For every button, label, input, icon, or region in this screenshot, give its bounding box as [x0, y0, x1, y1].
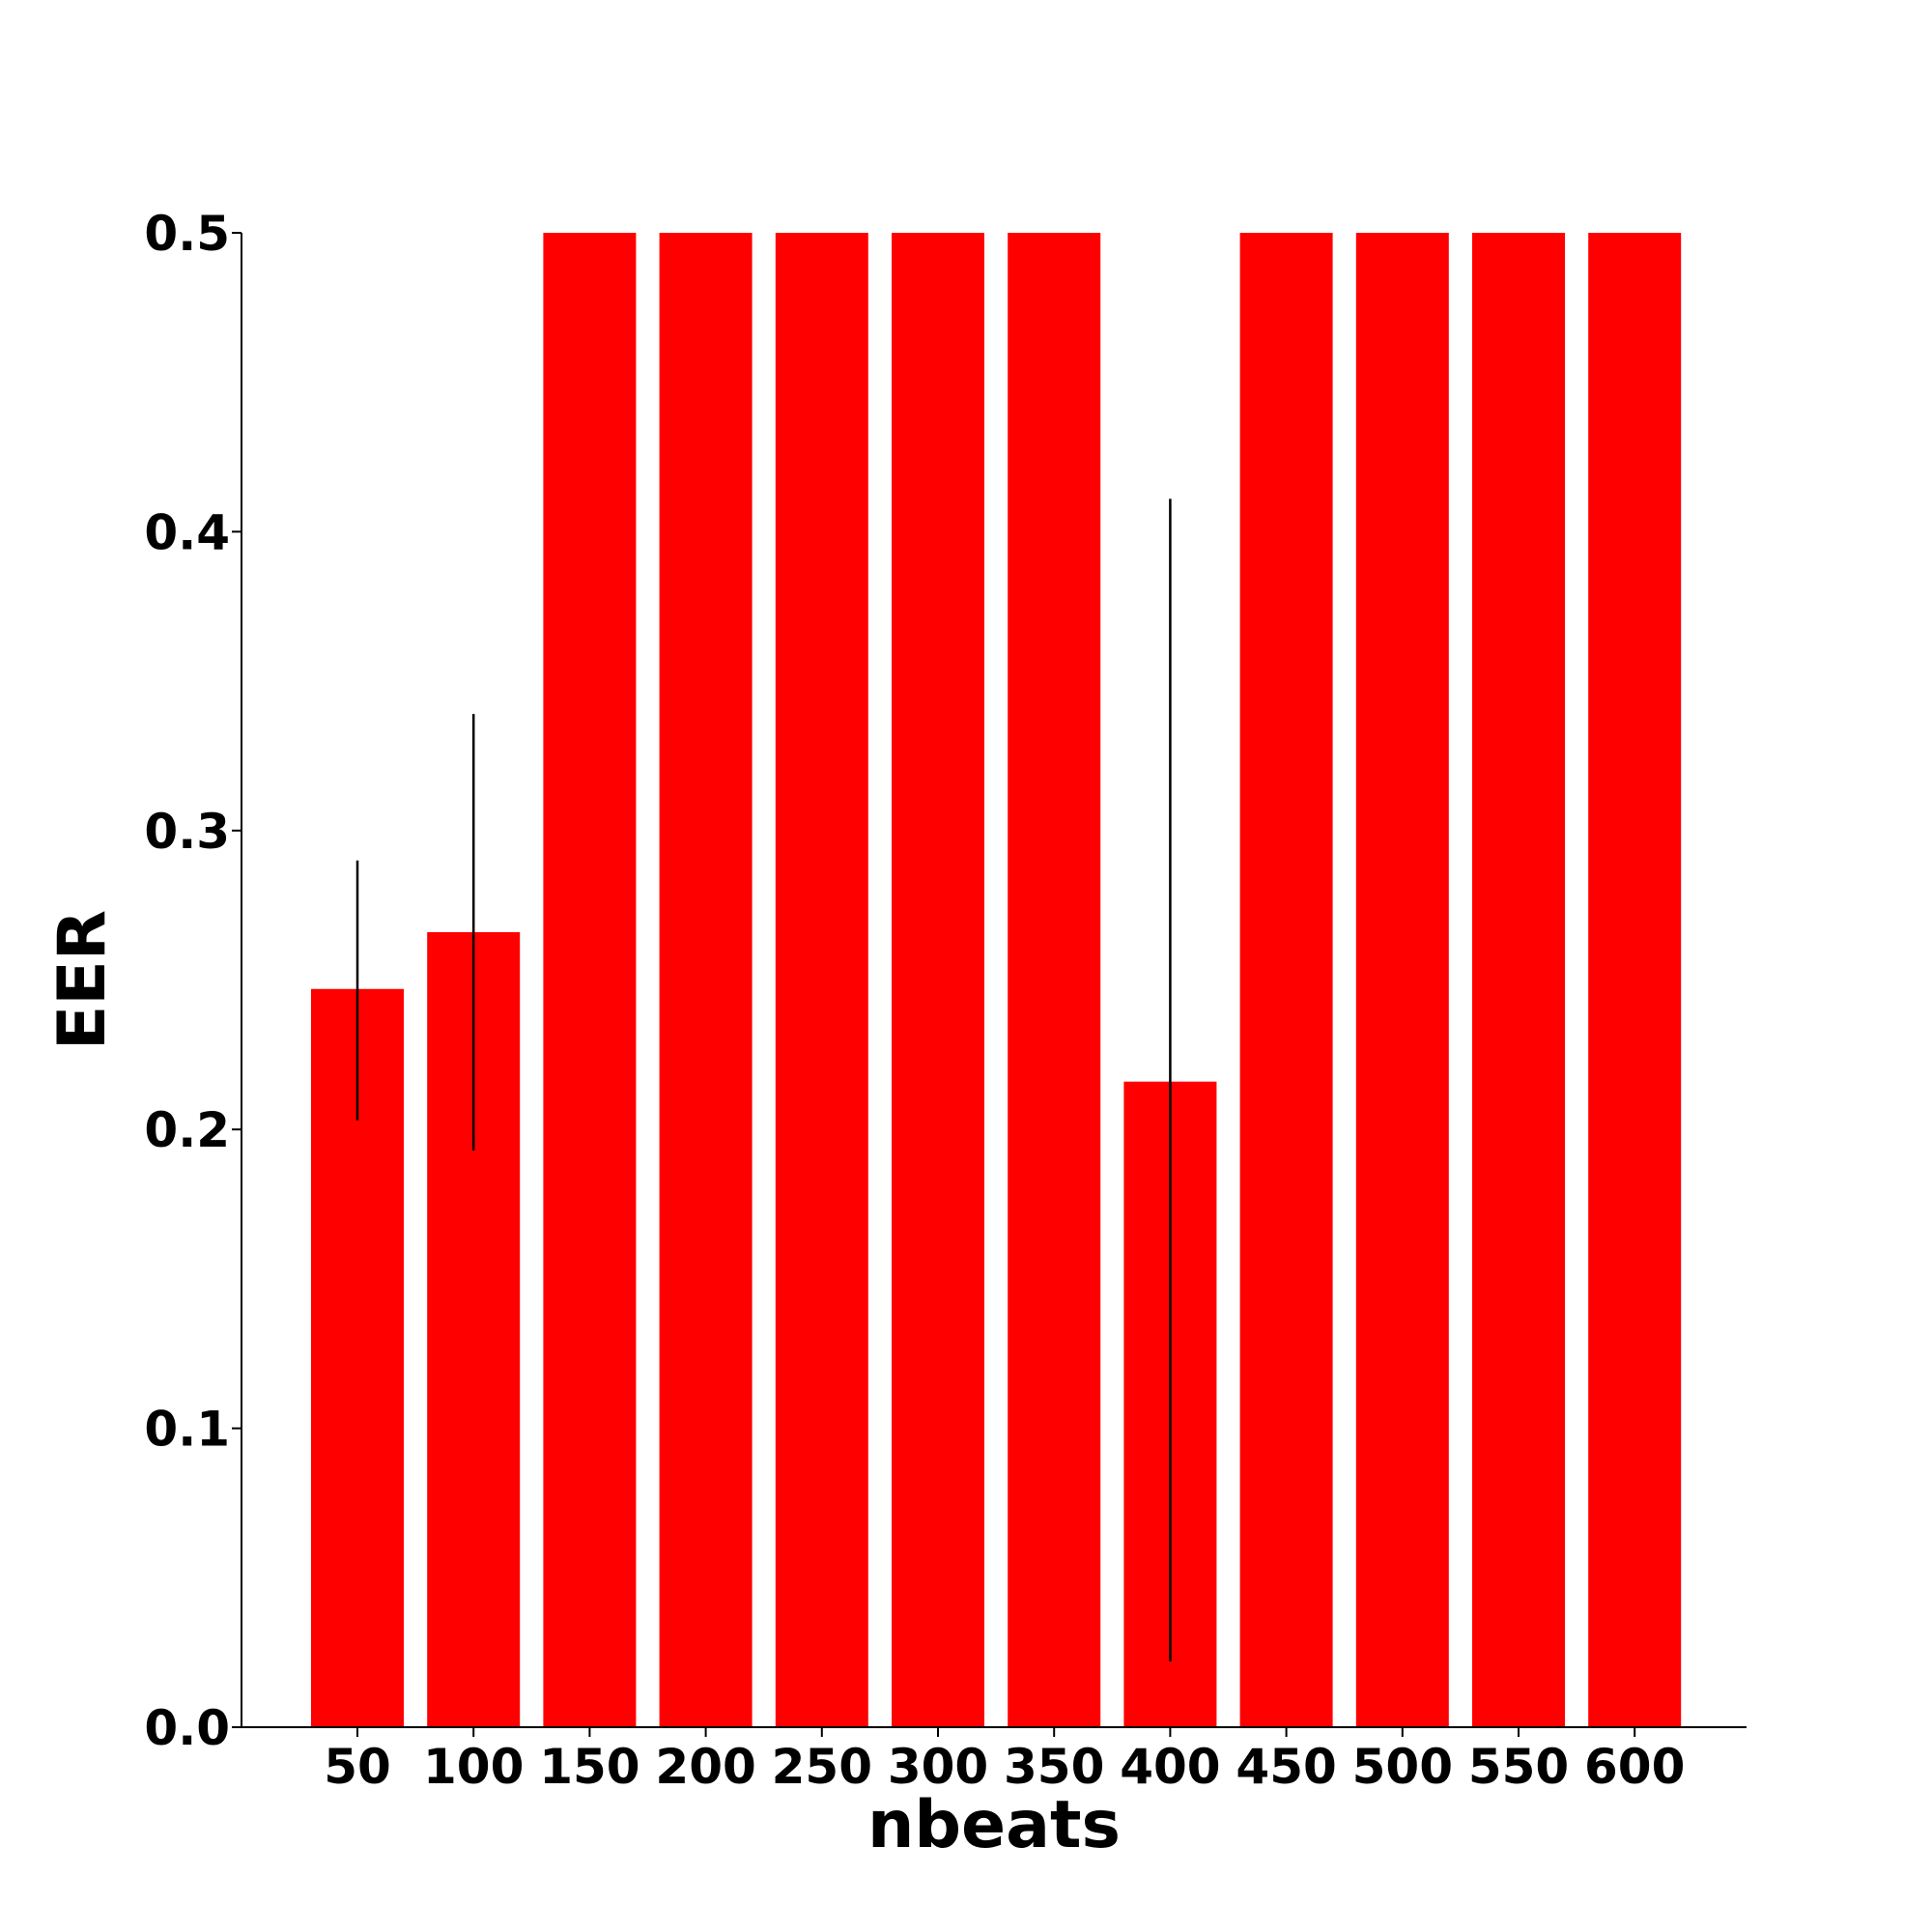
- bar-200: [659, 233, 753, 1727]
- y-tick-label-0.4: 0.4: [144, 504, 230, 560]
- y-axis-title: EER: [44, 910, 121, 1050]
- bar-500: [1355, 233, 1449, 1727]
- x-tick-label-600: 600: [1584, 1739, 1685, 1795]
- y-tick-label-0.5: 0.5: [144, 206, 230, 262]
- x-tick-label-400: 400: [1120, 1739, 1220, 1795]
- axes-group: [241, 233, 1747, 1728]
- y-tick-label-0.3: 0.3: [144, 804, 230, 860]
- x-axis-title: nbeats: [867, 1787, 1121, 1863]
- bar-350: [1008, 233, 1101, 1727]
- x-tick-label-450: 450: [1236, 1739, 1336, 1795]
- x-tick-label-150: 150: [539, 1739, 639, 1795]
- x-tick-label-300: 300: [888, 1739, 988, 1795]
- bar-250: [775, 233, 868, 1727]
- x-tick-label-100: 100: [423, 1739, 524, 1795]
- bar-600: [1588, 233, 1682, 1727]
- y-ticks-group: 0.0 0.1 0.2 0.3 0.4 0.5: [144, 206, 242, 1756]
- bar-450: [1239, 233, 1333, 1727]
- x-tick-label-200: 200: [655, 1739, 755, 1795]
- x-tick-label-350: 350: [1004, 1739, 1104, 1795]
- y-tick-label-0.0: 0.0: [144, 1700, 230, 1756]
- x-tick-label-500: 500: [1352, 1739, 1453, 1795]
- x-tick-label-250: 250: [772, 1739, 872, 1795]
- bars-group: [311, 233, 1682, 1727]
- y-tick-label-0.2: 0.2: [144, 1102, 230, 1158]
- x-ticks-group: 50 100 150 200 250 300 350 400 450 500 550 600: [324, 1727, 1685, 1795]
- y-tick-label-0.1: 0.1: [144, 1402, 230, 1458]
- error-bars-group: [355, 498, 1172, 1662]
- x-tick-label-550: 550: [1468, 1739, 1569, 1795]
- bar-550: [1472, 233, 1565, 1727]
- x-tick-label-50: 50: [324, 1739, 391, 1795]
- bar-300: [892, 233, 984, 1727]
- bar-150: [543, 233, 637, 1727]
